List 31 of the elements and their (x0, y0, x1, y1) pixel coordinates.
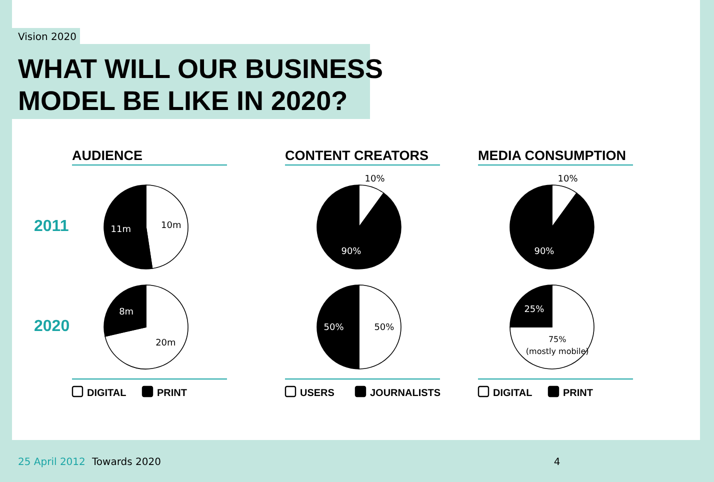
text: WHAT WILL OUR BUSINESS MODEL BE LIKE IN 2020? (18, 54, 383, 116)
chart-title: AUDIENCE (72, 148, 143, 163)
pie-slice (510, 284, 594, 370)
data-label: 10% (364, 174, 386, 184)
data-label: 50% (324, 323, 344, 333)
text: 25 April 2012 (18, 457, 86, 468)
pie-slice (104, 284, 188, 370)
legend-label: USERS (300, 388, 335, 399)
legend-label: JOURNALISTS (370, 388, 441, 399)
data-label: 8m (119, 307, 134, 318)
data-label: 10m (161, 221, 182, 232)
legend-label: DIGITAL (87, 388, 126, 399)
text: 2020 (34, 318, 70, 335)
legend-label: DIGITAL (493, 388, 532, 399)
text: Vision 2020 (18, 32, 76, 43)
data-label: 90% (341, 246, 362, 257)
pie-slice (510, 184, 594, 270)
data-label: 50% (374, 323, 395, 333)
chart-title: MEDIA CONSUMPTION (478, 148, 626, 163)
text: 4 (554, 457, 560, 468)
legend-label: PRINT (157, 388, 187, 399)
legend-label: PRINT (563, 388, 593, 399)
text: Towards 2020 (91, 457, 161, 468)
text: 2011 (34, 218, 69, 235)
data-label: 11m (110, 224, 131, 235)
data-label: 90% (534, 246, 555, 257)
chart-title: CONTENT CREATORS (285, 148, 429, 163)
data-label: 25% (524, 305, 545, 316)
pie-slice (316, 184, 402, 270)
data-label: 20m (156, 338, 176, 349)
data-label: 10% (558, 174, 578, 184)
